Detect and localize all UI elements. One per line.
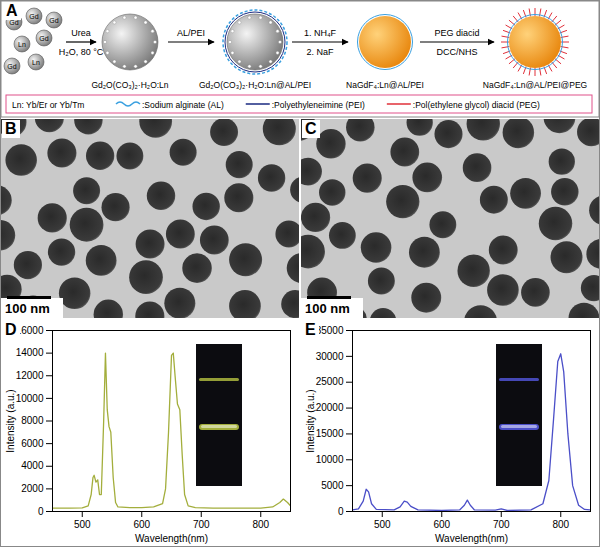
svg-text:10000: 10000 — [16, 393, 44, 404]
svg-text:Urea: Urea — [71, 28, 91, 38]
svg-text:4000: 4000 — [21, 460, 44, 471]
svg-text:800: 800 — [252, 519, 269, 530]
svg-text:2. NaF: 2. NaF — [306, 47, 334, 57]
svg-text:35000: 35000 — [316, 325, 344, 336]
svg-text:25000: 25000 — [316, 376, 344, 387]
svg-text:PEG diacid: PEG diacid — [434, 28, 479, 38]
html-text:C: C — [305, 120, 317, 137]
svg-text:100 nm: 100 nm — [5, 301, 50, 316]
svg-text:H₂O, 80 °C: H₂O, 80 °C — [59, 47, 104, 57]
svg-text:8000: 8000 — [21, 415, 44, 426]
svg-text:100 nm: 100 nm — [305, 301, 350, 316]
html-text:E: E — [305, 321, 316, 338]
svg-text:700: 700 — [493, 519, 510, 530]
svg-text:Intensity (a.u.): Intensity (a.u.) — [305, 389, 316, 452]
svg-text:500: 500 — [74, 519, 91, 530]
svg-text::Polyethyleneimine (PEI): :Polyethyleneimine (PEI) — [272, 100, 365, 110]
svg-text:15000: 15000 — [316, 428, 344, 439]
svg-text:DCC/NHS: DCC/NHS — [436, 47, 477, 57]
svg-text:NaGdF₄:Ln@AL/PEI: NaGdF₄:Ln@AL/PEI — [346, 80, 424, 90]
svg-text:1. NH₄F: 1. NH₄F — [304, 28, 337, 38]
svg-text:NaGdF₄:Ln@AL/PEI@PEG: NaGdF₄:Ln@AL/PEI@PEG — [483, 80, 587, 90]
svg-text:Gd: Gd — [9, 19, 18, 26]
svg-text:12000: 12000 — [16, 370, 44, 381]
svg-text:Intensity (a.u.): Intensity (a.u.) — [5, 389, 16, 452]
svg-text:Gd: Gd — [7, 63, 16, 70]
svg-text:600: 600 — [133, 519, 150, 530]
svg-text::Pol(ethylene glycol) diacid (: :Pol(ethylene glycol) diacid (PEG) — [413, 100, 540, 110]
svg-text:Gd: Gd — [29, 13, 38, 20]
svg-text:Gd₂O(CO₃)₂·H₂O:Ln@AL/PEI: Gd₂O(CO₃)₂·H₂O:Ln@AL/PEI — [199, 80, 311, 90]
svg-text:30000: 30000 — [316, 351, 344, 362]
svg-text:2000: 2000 — [21, 483, 44, 494]
svg-text:Wavelength(nm): Wavelength(nm) — [135, 533, 208, 544]
svg-text:Ln: Yb/Er or Yb/Tm: Ln: Yb/Er or Yb/Tm — [12, 100, 84, 110]
svg-text:800: 800 — [552, 519, 569, 530]
svg-text:0: 0 — [38, 506, 44, 517]
svg-text:Ln: Ln — [18, 41, 26, 48]
svg-text:0: 0 — [338, 506, 344, 517]
svg-text:14000: 14000 — [16, 347, 44, 358]
svg-text:600: 600 — [433, 519, 450, 530]
svg-text:Wavelength(nm): Wavelength(nm) — [435, 533, 508, 544]
svg-text:500: 500 — [374, 519, 391, 530]
html-text:D: D — [5, 321, 17, 338]
svg-text:6000: 6000 — [21, 438, 44, 449]
svg-text:Gd: Gd — [49, 17, 58, 24]
svg-text:Gd: Gd — [39, 35, 48, 42]
svg-text:16000: 16000 — [16, 325, 44, 336]
svg-text:700: 700 — [193, 519, 210, 530]
svg-text::Sodium alginate (AL): :Sodium alginate (AL) — [142, 100, 224, 110]
html-text:A: A — [6, 2, 18, 19]
svg-text:20000: 20000 — [316, 402, 344, 413]
svg-text:5000: 5000 — [321, 480, 344, 491]
svg-text:AL/PEI: AL/PEI — [177, 28, 205, 38]
svg-text:10000: 10000 — [316, 454, 344, 465]
svg-text:Ln: Ln — [32, 59, 40, 66]
svg-text:Gd₂O(CO₃)₂·H₂O:Ln: Gd₂O(CO₃)₂·H₂O:Ln — [91, 80, 168, 90]
html-text:B: B — [5, 120, 17, 137]
